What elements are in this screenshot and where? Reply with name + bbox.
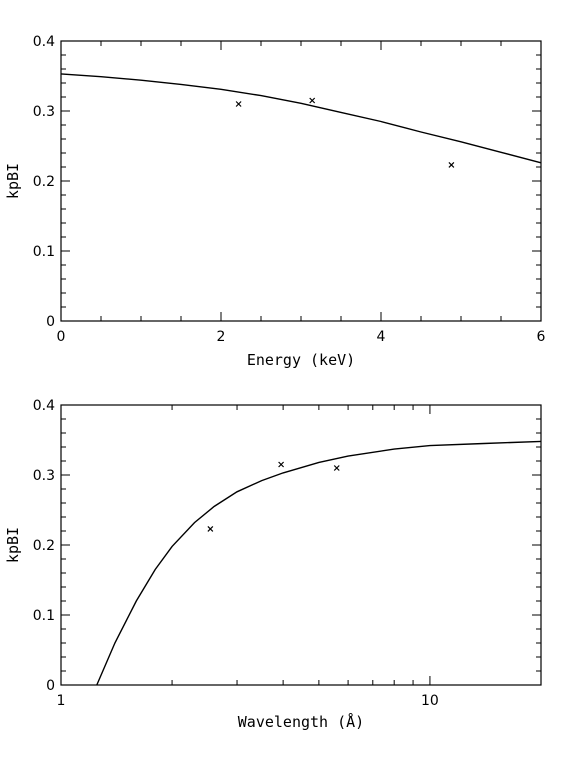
x-tick-label: 10 bbox=[421, 693, 439, 709]
energy-chart-panel: 0 2 4 6 0 0.1 0.2 0.3 0.4 Energy (keV) kpBI bbox=[4, 34, 546, 369]
plot-frame bbox=[60, 40, 542, 322]
x-tick-label: 4 bbox=[377, 329, 386, 345]
data-point bbox=[278, 461, 285, 468]
y-tick-label: 0.4 bbox=[33, 398, 55, 414]
x-axis-label: Energy (keV) bbox=[247, 351, 355, 369]
x-tick-label: 2 bbox=[217, 329, 226, 345]
x-axis-label: Wavelength (Å) bbox=[238, 712, 364, 731]
wavelength-chart-panel: 1 10 0 0.1 0.2 0.3 0.4 Wavelength (Å) kpBI bbox=[4, 398, 542, 731]
y-tick-label: 0.2 bbox=[33, 174, 55, 190]
y-tick-label: 0 bbox=[46, 678, 55, 694]
data-point bbox=[448, 161, 455, 168]
y-tick-label: 0 bbox=[46, 314, 55, 330]
y-tick-label: 0.3 bbox=[33, 104, 55, 120]
x-tick-label: 6 bbox=[537, 329, 546, 345]
y-tick-label: 0.1 bbox=[33, 608, 55, 624]
plot-frame bbox=[60, 404, 542, 686]
data-point bbox=[207, 525, 214, 532]
data-point bbox=[235, 101, 242, 107]
y-axis-label: kpBI bbox=[4, 163, 22, 199]
x-tick-label: 1 bbox=[57, 693, 66, 709]
y-tick-label: 0.2 bbox=[33, 538, 55, 554]
y-tick-label: 0.3 bbox=[33, 468, 55, 484]
y-tick-label: 0.4 bbox=[33, 34, 55, 50]
data-point bbox=[333, 465, 340, 471]
y-axis-label: kpBI bbox=[4, 527, 22, 563]
data-point bbox=[309, 97, 316, 104]
y-tick-label: 0.1 bbox=[33, 244, 55, 260]
model-curve bbox=[96, 440, 542, 686]
model-curve bbox=[60, 73, 542, 164]
x-tick-label: 0 bbox=[57, 329, 66, 345]
